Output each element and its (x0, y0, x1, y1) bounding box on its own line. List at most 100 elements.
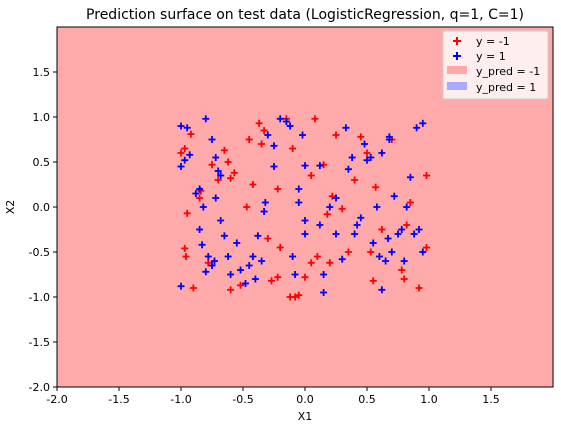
point-y-neg1 (243, 203, 251, 211)
point-y-1 (384, 235, 392, 242)
point-y-neg1 (189, 284, 197, 292)
y-tick-label: 0.0 (33, 201, 51, 214)
legend-label-ypred-neg1: y_pred = -1 (476, 65, 540, 78)
point-y-1 (348, 154, 356, 161)
point-y-1 (245, 262, 253, 269)
point-y-1 (400, 257, 408, 265)
point-y-1 (378, 286, 386, 294)
point-y-neg1 (276, 244, 284, 251)
y-axis-label: X2 (4, 200, 17, 215)
point-y-1 (406, 173, 414, 181)
point-y-1 (388, 248, 396, 256)
point-y-neg1 (423, 172, 431, 179)
point-y-neg1 (307, 172, 315, 179)
point-y-neg1 (230, 169, 238, 177)
point-y-1 (254, 232, 262, 240)
point-y-neg1 (326, 259, 334, 267)
point-y-1 (198, 241, 206, 249)
point-y-1 (363, 156, 371, 164)
point-y-1 (217, 217, 225, 224)
point-y-1 (251, 275, 259, 283)
point-y-neg1 (268, 277, 276, 285)
point-y-1 (394, 230, 402, 238)
point-y-neg1 (367, 248, 375, 256)
x-tick-label: 0.5 (358, 393, 376, 406)
point-y-neg1 (344, 248, 352, 256)
point-y-neg1 (249, 181, 257, 188)
point-y-1 (320, 289, 328, 296)
point-y-neg1 (181, 145, 189, 152)
point-y-1 (301, 230, 309, 238)
point-y-1 (373, 203, 381, 211)
legend-marker-y-1 (453, 52, 461, 60)
point-y-1 (177, 282, 185, 290)
point-y-1 (202, 115, 210, 123)
point-y-neg1 (351, 176, 359, 184)
point-y-1 (301, 162, 309, 170)
x-tick-label: -1.0 (170, 393, 191, 406)
point-y-1 (212, 154, 220, 161)
point-y-neg1 (400, 275, 408, 283)
point-y-1 (403, 203, 411, 211)
point-y-1 (382, 257, 390, 265)
point-y-1 (249, 253, 257, 260)
point-y-1 (320, 271, 328, 278)
point-y-1 (390, 192, 398, 200)
point-y-1 (217, 172, 225, 179)
point-y-1 (202, 268, 210, 276)
point-y-1 (237, 266, 245, 274)
point-y-1 (220, 232, 228, 240)
x-tick-label: 1.5 (482, 393, 500, 406)
point-y-1 (375, 253, 383, 260)
point-y-neg1 (307, 259, 315, 267)
point-y-neg1 (237, 281, 245, 289)
point-y-1 (369, 239, 377, 247)
point-y-1 (342, 124, 350, 132)
point-y-neg1 (227, 286, 235, 294)
point-y-neg1 (245, 136, 253, 143)
point-y-1 (264, 131, 272, 139)
y-axis-ticks: -2.0 -1.5 -1.0 -0.5 0.0 0.5 1.0 1.5 (29, 66, 57, 394)
point-y-neg1 (423, 244, 431, 251)
y-tick-label: 1.0 (33, 111, 51, 124)
legend-patch-ypred-1 (447, 82, 467, 90)
point-y-neg1 (369, 277, 377, 285)
point-y-1 (208, 136, 216, 143)
point-y-1 (270, 163, 278, 170)
point-y-1 (208, 262, 216, 269)
point-y-1 (291, 271, 299, 278)
point-y-neg1 (406, 199, 414, 206)
point-y-1 (332, 194, 340, 202)
x-tick-label: 0.0 (296, 393, 314, 406)
point-y-neg1 (289, 145, 297, 152)
point-y-1 (186, 151, 194, 159)
point-y-neg1 (320, 161, 328, 169)
point-y-1 (398, 226, 406, 233)
point-y-neg1 (332, 131, 340, 139)
point-y-1 (196, 226, 204, 233)
point-y-1 (258, 257, 266, 265)
point-y-1 (299, 131, 307, 139)
point-y-1 (210, 257, 218, 265)
point-y-1 (177, 163, 185, 170)
point-y-1 (227, 271, 235, 278)
x-tick-label: -2.0 (46, 393, 67, 406)
point-y-1 (378, 149, 386, 157)
legend-box (442, 30, 549, 100)
point-y-1 (301, 217, 309, 224)
point-y-neg1 (363, 149, 371, 157)
point-y-neg1 (260, 127, 268, 134)
point-y-neg1 (227, 174, 235, 182)
y-tick-label: 0.5 (33, 156, 51, 169)
x-tick-label: -0.5 (232, 393, 253, 406)
point-y-1 (241, 280, 249, 287)
point-y-1 (177, 122, 185, 130)
point-y-neg1 (323, 210, 331, 218)
point-y-1 (415, 226, 423, 233)
point-y-neg1 (183, 209, 191, 217)
point-y-neg1 (258, 140, 266, 148)
point-y-neg1 (403, 221, 411, 229)
point-y-neg1 (313, 253, 321, 260)
